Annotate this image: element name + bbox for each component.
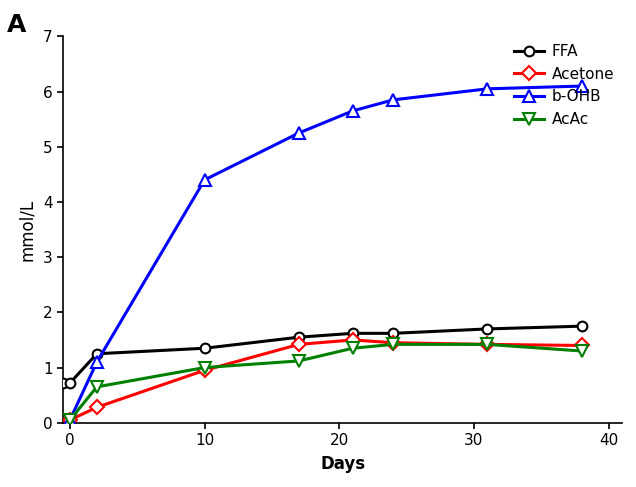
- AcAc: [389, 341, 397, 347]
- Y-axis label: mmol/L: mmol/L: [18, 199, 36, 261]
- b-OHB: [93, 359, 100, 365]
- FFA: [66, 380, 74, 386]
- Acetone: [201, 367, 209, 373]
- Text: A: A: [7, 13, 27, 37]
- Line: Acetone: Acetone: [65, 335, 586, 425]
- FFA: [389, 330, 397, 336]
- AcAc: [578, 348, 586, 354]
- AcAc: [66, 417, 74, 423]
- Acetone: [483, 341, 491, 347]
- FFA: [201, 345, 209, 351]
- Acetone: [295, 341, 303, 347]
- b-OHB: [201, 177, 209, 183]
- FFA: [578, 323, 586, 329]
- Line: FFA: FFA: [59, 321, 586, 388]
- Line: b-OHB: b-OHB: [64, 80, 587, 426]
- FFA: [483, 326, 491, 332]
- FFA: [59, 380, 67, 386]
- Acetone: [349, 337, 357, 343]
- b-OHB: [578, 83, 586, 89]
- FFA: [93, 351, 100, 356]
- b-OHB: [295, 130, 303, 136]
- Acetone: [93, 404, 100, 410]
- FFA: [295, 334, 303, 340]
- Acetone: [389, 340, 397, 346]
- Acetone: [578, 342, 586, 348]
- AcAc: [295, 358, 303, 364]
- AcAc: [483, 341, 491, 347]
- b-OHB: [483, 86, 491, 92]
- AcAc: [93, 384, 100, 390]
- Legend: FFA, Acetone, b-OHB, AcAc: FFA, Acetone, b-OHB, AcAc: [511, 41, 618, 130]
- X-axis label: Days: Days: [320, 455, 365, 473]
- b-OHB: [349, 108, 357, 114]
- FFA: [349, 330, 357, 336]
- b-OHB: [66, 417, 74, 423]
- AcAc: [349, 345, 357, 351]
- Acetone: [66, 417, 74, 423]
- Line: AcAc: AcAc: [64, 339, 587, 426]
- AcAc: [201, 365, 209, 371]
- b-OHB: [389, 97, 397, 103]
